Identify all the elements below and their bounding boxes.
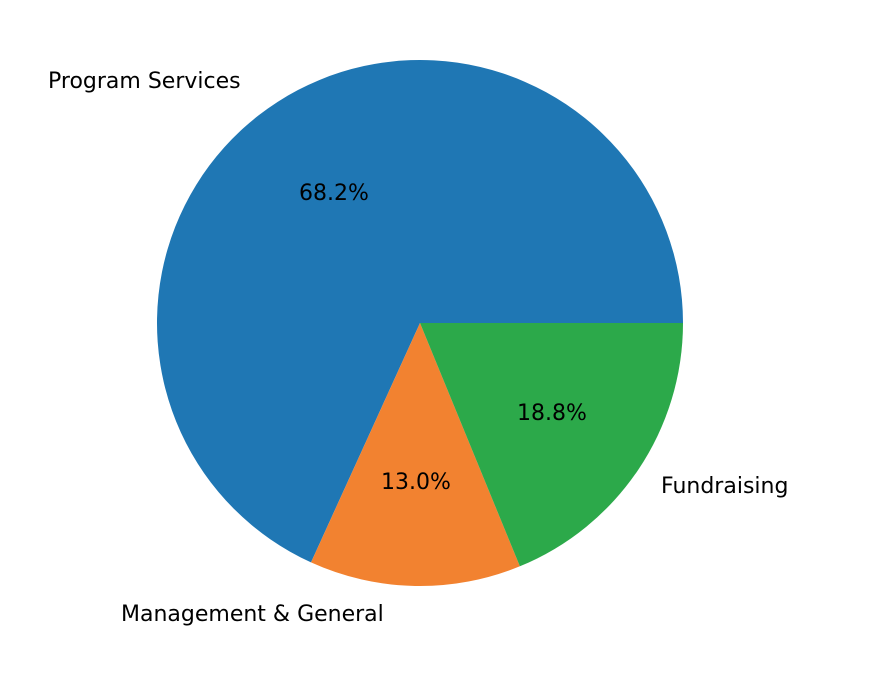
pct-label-management-general: 13.0% (381, 470, 451, 495)
label-program-services: Program Services (48, 69, 241, 94)
slice-program-services (156, 59, 683, 563)
slice-fundraising (420, 323, 683, 567)
pct-label-fundraising: 18.8% (517, 401, 587, 426)
slices-layer (156, 59, 683, 586)
pct-label-program-services: 68.2% (299, 181, 369, 206)
label-management-general: Management & General (121, 602, 384, 627)
label-fundraising: Fundraising (661, 474, 788, 499)
slice-management-general (311, 323, 520, 586)
